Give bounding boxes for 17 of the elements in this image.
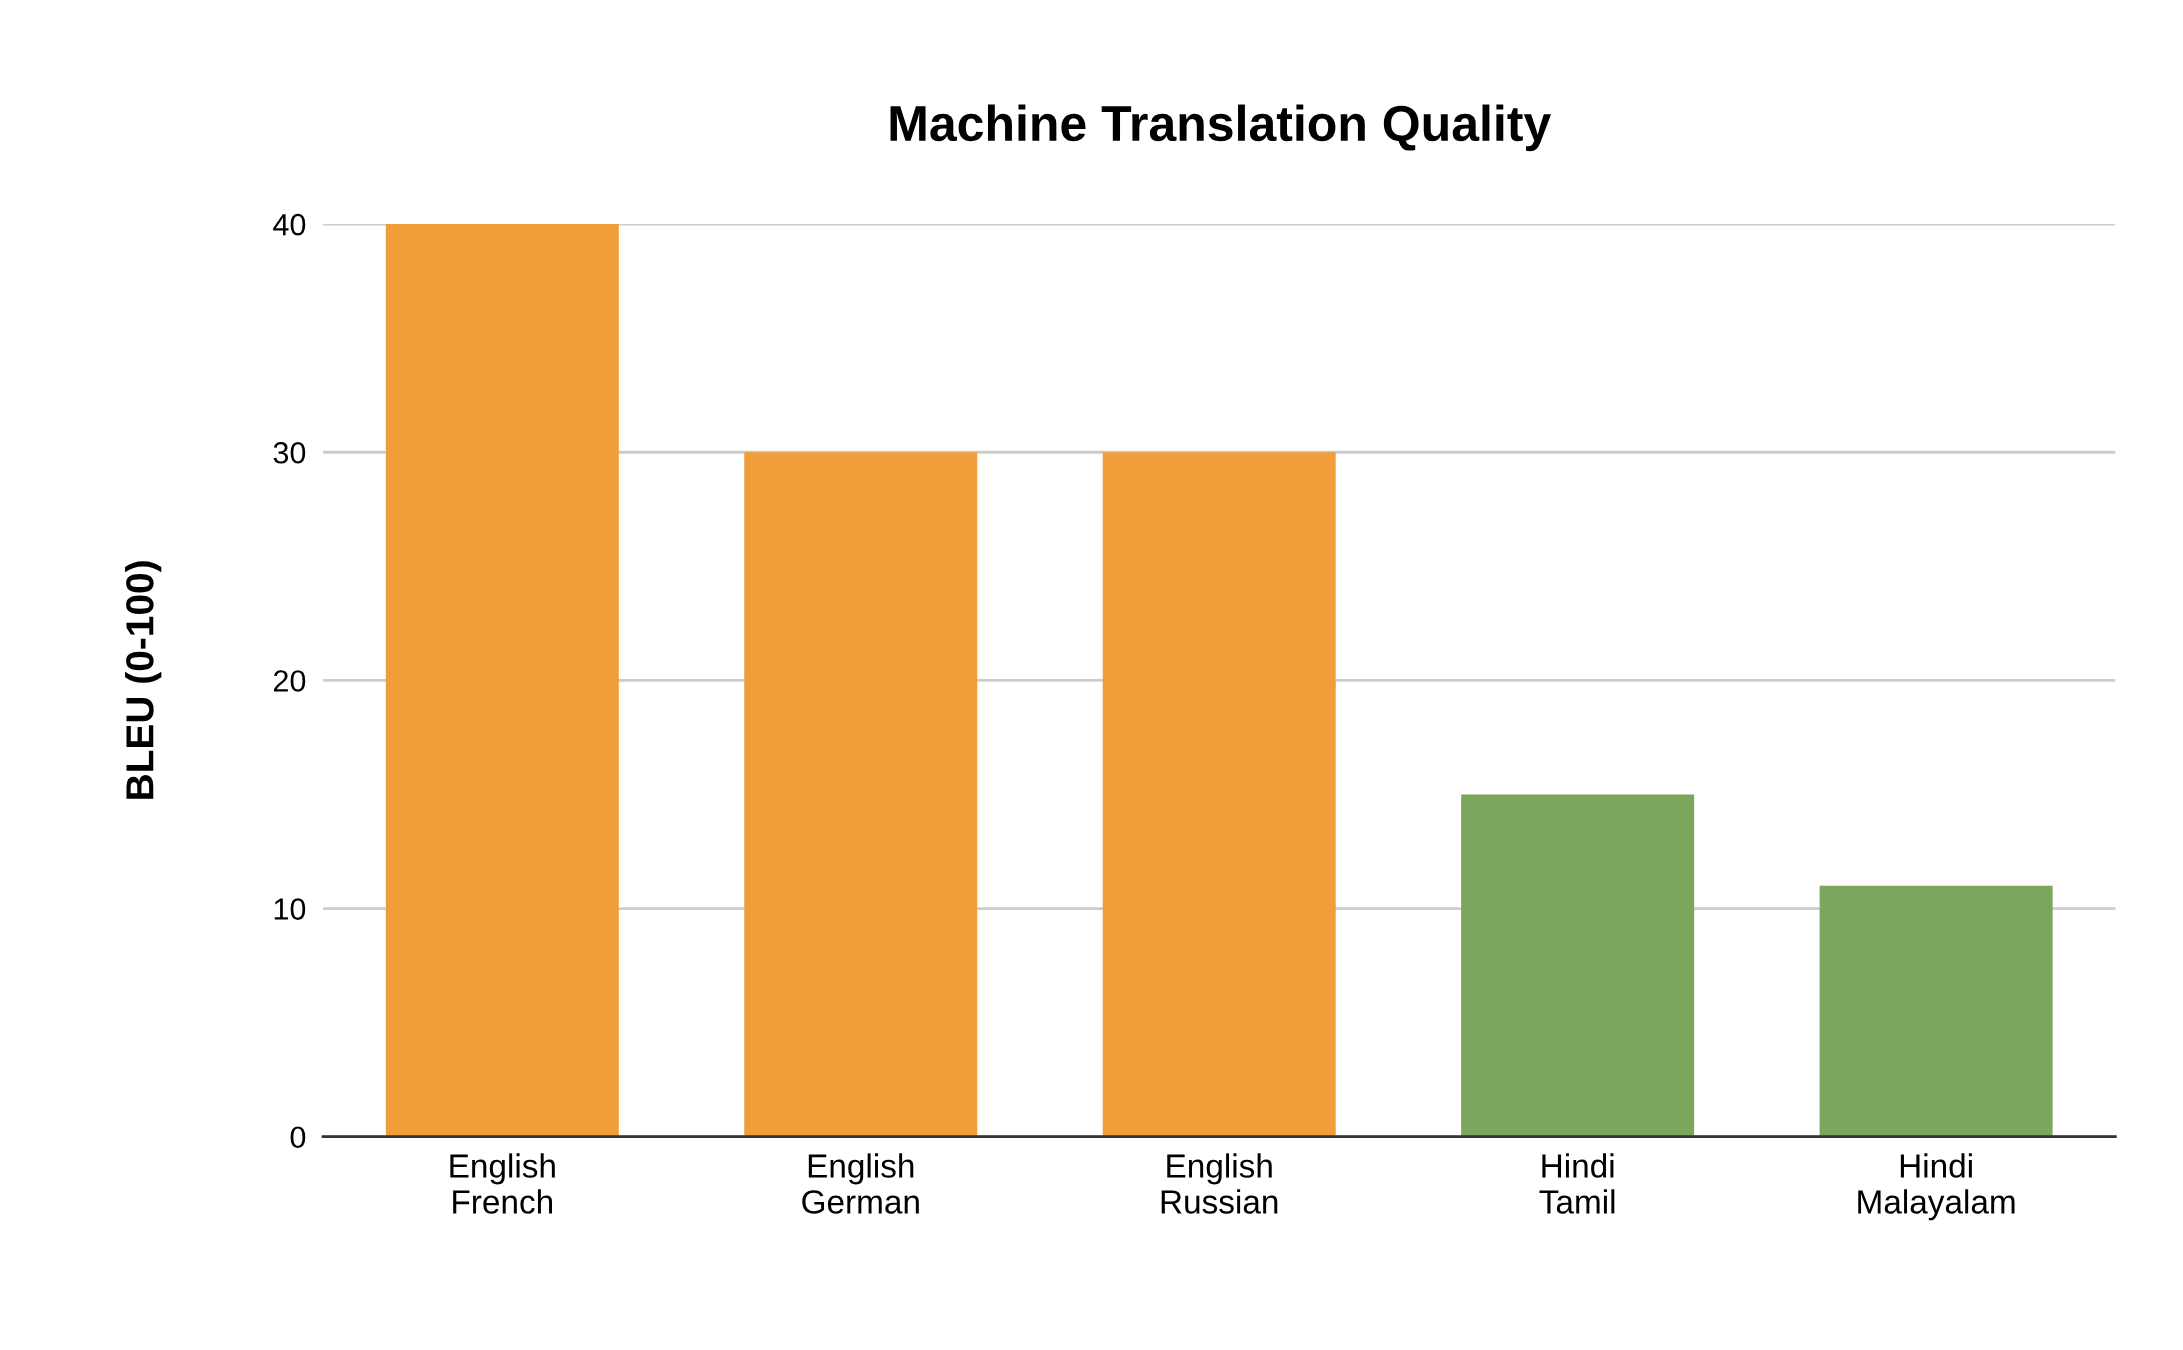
bar xyxy=(1102,452,1336,1137)
y-tick-label: 20 xyxy=(273,670,306,692)
y-tick-label: 30 xyxy=(273,441,306,464)
x-tick-label: English Russian xyxy=(1161,1153,1278,1214)
bar xyxy=(1819,885,2053,1137)
x-tick-label: Hindi Tamil xyxy=(1539,1153,1615,1214)
y-tick-label: 40 xyxy=(273,213,306,236)
x-tick-label: English German xyxy=(802,1153,919,1214)
x-tick-label: Hindi Malayalam xyxy=(1858,1153,2015,1221)
x-tick-label: English French xyxy=(450,1153,555,1214)
bar xyxy=(385,224,619,1137)
y-axis-title: BLEU (0-100) xyxy=(125,561,162,799)
chart-title: Machine Translation Quality xyxy=(890,104,1551,152)
y-tick-label: 10 xyxy=(274,898,306,920)
y-tick-label: 0 xyxy=(290,1126,306,1149)
bar xyxy=(744,452,978,1137)
bar xyxy=(1461,794,1695,1137)
